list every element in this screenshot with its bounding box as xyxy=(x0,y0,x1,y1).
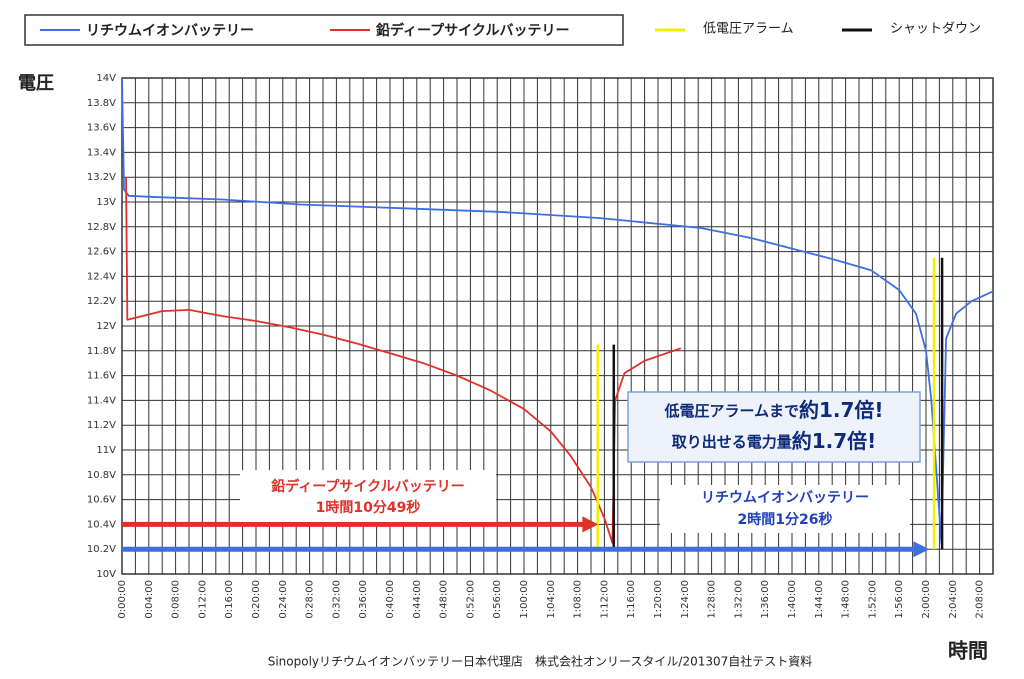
y-tick-label: 13V xyxy=(96,197,116,208)
x-tick-label: 1:52:00 xyxy=(867,580,878,619)
y-tick-label: 10V xyxy=(96,569,116,580)
x-tick-label: 1:24:00 xyxy=(680,580,691,619)
legend-box xyxy=(24,14,624,46)
x-tick-label: 0:04:00 xyxy=(144,580,155,619)
x-axis-title: 時間 xyxy=(948,639,988,663)
callout-emphasis: 約1.7倍! xyxy=(799,398,884,422)
x-tick-label: 0:08:00 xyxy=(171,580,182,619)
x-tick-label: 1:36:00 xyxy=(760,580,771,619)
y-tick-label: 11.2V xyxy=(87,420,116,431)
annotation: 1時間10分49秒 xyxy=(316,499,421,516)
annotation: リチウムイオンバッテリー xyxy=(701,490,869,506)
annotation: 2時間1分26秒 xyxy=(738,511,833,528)
y-tick-label: 10.8V xyxy=(87,470,116,481)
x-tick-label: 1:48:00 xyxy=(841,580,852,619)
x-tick-label: 0:52:00 xyxy=(465,580,476,619)
y-tick-label: 10.4V xyxy=(87,519,116,530)
y-tick-label: 11.4V xyxy=(87,395,116,406)
x-tick-label: 1:12:00 xyxy=(599,580,610,619)
x-tick-label: 0:32:00 xyxy=(331,580,342,619)
callout-emphasis: 約1.7倍! xyxy=(792,429,877,453)
x-tick-label: 0:28:00 xyxy=(305,580,316,619)
x-tick-label: 0:20:00 xyxy=(251,580,262,619)
annotation: 鉛ディープサイクルバッテリー xyxy=(271,478,464,495)
x-tick-label: 0:12:00 xyxy=(197,580,208,619)
legend-label: リチウムイオンバッテリー xyxy=(86,23,254,39)
x-tick-label: 2:00:00 xyxy=(921,580,932,619)
arrow-head xyxy=(582,516,599,533)
x-tick-label: 1:40:00 xyxy=(787,580,798,619)
x-tick-label: 0:36:00 xyxy=(358,580,369,619)
x-tick-label: 0:44:00 xyxy=(412,580,423,619)
legend-label: シャットダウン xyxy=(890,22,981,37)
plot-frame xyxy=(121,77,994,575)
y-tick-label: 13.6V xyxy=(87,123,116,134)
x-tick-label: 1:28:00 xyxy=(707,580,718,619)
y-tick-label: 12V xyxy=(96,321,116,332)
callout-line: 低電圧アラームまで約1.7倍! xyxy=(663,398,883,422)
x-tick-label: 1:32:00 xyxy=(733,580,744,619)
x-tick-label: 1:16:00 xyxy=(626,580,637,619)
x-tick-label: 0:56:00 xyxy=(492,580,503,619)
y-tick-label: 12.8V xyxy=(87,222,116,233)
y-axis-title: 電圧 xyxy=(18,73,54,94)
x-tick-label: 1:20:00 xyxy=(653,580,664,619)
y-tick-label: 13.2V xyxy=(87,172,116,183)
lead-label-box xyxy=(240,470,496,522)
x-tick-label: 1:44:00 xyxy=(814,580,825,619)
x-tick-label: 1:00:00 xyxy=(519,580,530,619)
lithium-label-box xyxy=(660,485,910,533)
y-tick-label: 12.4V xyxy=(87,271,116,282)
y-tick-label: 14V xyxy=(96,73,116,84)
callout-box xyxy=(627,391,921,463)
x-tick-label: 0:24:00 xyxy=(278,580,289,619)
y-tick-label: 10.6V xyxy=(87,495,116,506)
x-tick-label: 0:00:00 xyxy=(117,580,128,619)
y-tick-label: 13.4V xyxy=(87,147,116,158)
legend-label: 低電圧アラーム xyxy=(703,22,794,37)
x-tick-label: 0:40:00 xyxy=(385,580,396,619)
y-tick-label: 12.2V xyxy=(87,296,116,307)
y-tick-label: 12.6V xyxy=(87,247,116,258)
callout-text: 取り出せる電力量 xyxy=(672,433,792,451)
y-tick-label: 11.6V xyxy=(87,371,116,382)
y-tick-label: 10.2V xyxy=(87,544,116,555)
x-tick-label: 0:16:00 xyxy=(224,580,235,619)
callout-text: 低電圧アラームまで xyxy=(663,402,799,420)
x-tick-label: 1:04:00 xyxy=(546,580,557,619)
y-tick-label: 13.8V xyxy=(87,98,116,109)
x-tick-label: 2:08:00 xyxy=(975,580,986,619)
y-tick-label: 11.8V xyxy=(87,346,116,357)
legend-label: 鉛ディープサイクルバッテリー xyxy=(376,22,569,39)
x-tick-label: 1:08:00 xyxy=(573,580,584,619)
x-tick-label: 1:56:00 xyxy=(894,580,905,619)
x-tick-label: 0:48:00 xyxy=(439,580,450,619)
footer: Sinopolyリチウムイオンバッテリー日本代理店 株式会社オンリースタイル/2… xyxy=(268,654,813,669)
callout-line: 取り出せる電力量約1.7倍! xyxy=(672,429,877,453)
x-tick-label: 2:04:00 xyxy=(948,580,959,619)
y-tick-label: 11V xyxy=(96,445,116,456)
arrow-head xyxy=(913,541,930,558)
